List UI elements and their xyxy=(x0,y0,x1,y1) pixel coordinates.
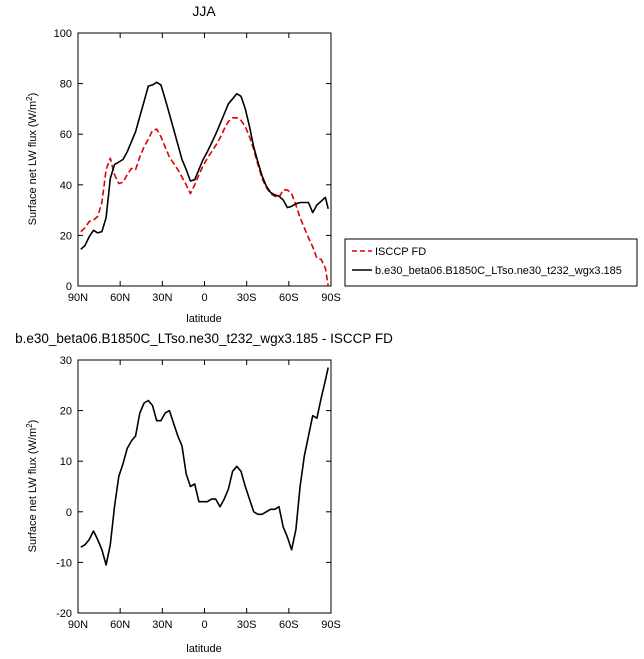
y-tick-label: 20 xyxy=(60,406,72,418)
y-tick-label: 0 xyxy=(66,507,72,519)
x-tick-label: 30S xyxy=(237,292,257,304)
bottom-y-axis-ticks: -20 -10 0 10 20 30 xyxy=(56,355,331,620)
bottom-y-axis-label: Surface net LW flux (W/m2) xyxy=(25,420,39,553)
x-tick-label: 0 xyxy=(201,292,207,304)
y-tick-label: 60 xyxy=(60,129,72,141)
bottom-x-axis-label: latitude xyxy=(186,643,221,655)
x-tick-label: 90S xyxy=(321,619,341,631)
x-tick-label: 0 xyxy=(201,619,207,631)
y-tick-label: 0 xyxy=(66,281,72,293)
top-y-axis-label: Surface net LW flux (W/m2) xyxy=(25,93,39,226)
y-tick-label: 80 xyxy=(60,79,72,91)
x-tick-label: 30S xyxy=(237,619,257,631)
model-line xyxy=(80,81,329,250)
x-tick-label: 90S xyxy=(321,292,341,304)
y-tick-label: -10 xyxy=(56,557,72,569)
legend-label-isccp: ISCCP FD xyxy=(375,246,426,258)
model-line xyxy=(80,367,329,566)
y-tick-label: 40 xyxy=(60,180,72,192)
top-x-axis-ticks: 90N 60N 30N 0 30S 60S 90S xyxy=(68,33,341,304)
top-series-lines xyxy=(80,81,329,287)
x-tick-label: 90N xyxy=(68,292,88,304)
x-tick-label: 60S xyxy=(279,292,299,304)
x-tick-label: 90N xyxy=(68,619,88,631)
top-y-axis-label-close: ) xyxy=(27,93,39,97)
x-tick-label: 30N xyxy=(152,292,172,304)
top-plot-frame xyxy=(77,32,332,287)
top-y-axis-ticks: 0 20 40 60 80 100 xyxy=(54,28,331,293)
y-tick-label: 100 xyxy=(54,28,72,40)
bottom-y-axis-label-main: Surface net LW flux (W/m xyxy=(27,428,39,553)
x-tick-label: 30N xyxy=(152,619,172,631)
top-y-axis-label-main: Surface net LW flux (W/m xyxy=(27,101,39,226)
top-x-axis-label: latitude xyxy=(186,313,221,325)
bottom-chart-title: b.e30_beta06.B1850C_LTso.ne30_t232_wgx3.… xyxy=(15,331,393,346)
top-chart-title: JJA xyxy=(192,3,216,19)
bottom-plot-frame xyxy=(77,359,332,614)
legend: ISCCP FD b.e30_beta06.B1850C_LTso.ne30_t… xyxy=(344,238,638,287)
x-tick-label: 60N xyxy=(110,292,130,304)
x-tick-label: 60N xyxy=(110,619,130,631)
top-panel: JJA 0 20 40 60 80 100 90N 60N 30N 0 30S 60S 90S lat… xyxy=(25,3,638,325)
y-tick-label: 30 xyxy=(60,355,72,367)
bottom-panel: b.e30_beta06.B1850C_LTso.ne30_t232_wgx3.… xyxy=(15,331,393,655)
y-tick-label: 10 xyxy=(60,456,72,468)
bottom-x-axis-ticks: 90N 60N 30N 0 30S 60S 90S xyxy=(68,360,341,631)
bottom-y-axis-label-sup: 2 xyxy=(25,423,34,428)
legend-box xyxy=(344,238,638,287)
bottom-y-axis-label-close: ) xyxy=(27,420,39,424)
bottom-series-lines xyxy=(80,367,329,566)
y-tick-label: 20 xyxy=(60,230,72,242)
top-y-axis-label-sup: 2 xyxy=(25,96,34,101)
y-tick-label: -20 xyxy=(56,608,72,620)
isccp-fd-line xyxy=(80,117,329,287)
legend-label-model: b.e30_beta06.B1850C_LTso.ne30_t232_wgx3.… xyxy=(375,265,622,277)
x-tick-label: 60S xyxy=(279,619,299,631)
